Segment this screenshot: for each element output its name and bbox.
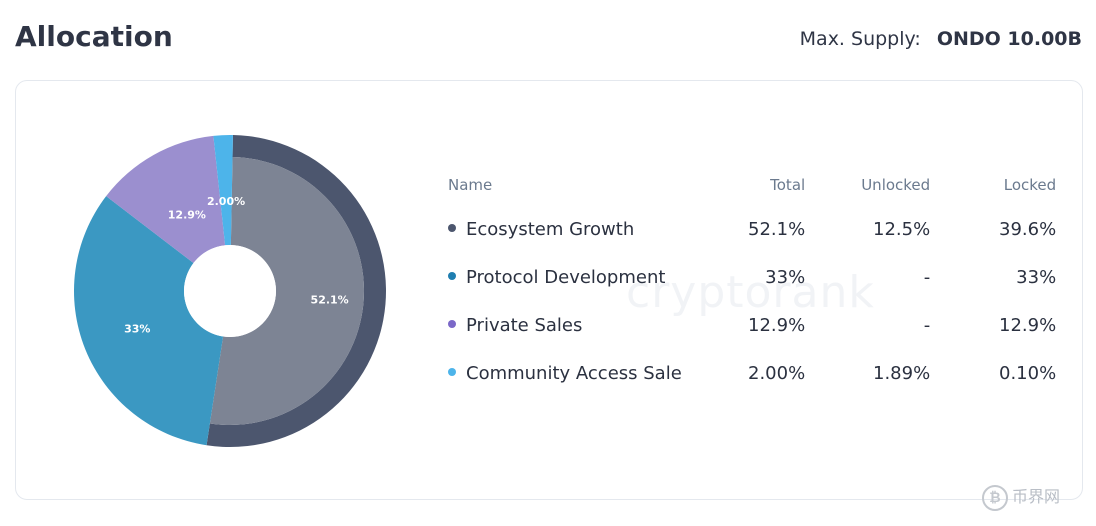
max-supply-label: Max. Supply: xyxy=(799,28,921,50)
row-name: Ecosystem Growth xyxy=(466,218,635,240)
row-locked: 33% xyxy=(1016,266,1057,288)
row-name: Protocol Development xyxy=(466,266,666,288)
slice-community-access-sale[interactable] xyxy=(213,135,233,246)
slice-ecosystem-growth-outer-ring[interactable] xyxy=(206,135,387,447)
allocation-table: Name Total Unlocked Locked Ecosystem Gro… xyxy=(446,165,1056,397)
allocation-card: cryptorank 52.1% 33% 12.9% 2.00% Name Total… xyxy=(15,80,1083,500)
slice-label-ecosystem-growth: 52.1% xyxy=(311,293,349,306)
header-name: Name xyxy=(448,176,493,194)
row-total: 2.00% xyxy=(748,362,806,384)
row-total: 12.9% xyxy=(748,314,806,336)
table-row[interactable]: Ecosystem Growth 52.1% 12.5% 39.6% xyxy=(446,205,1056,253)
legend-dot xyxy=(448,271,456,280)
slice-label-protocol-development: 33% xyxy=(124,322,150,335)
header-locked: Locked xyxy=(1003,176,1057,194)
row-name-cell: Community Access Sale xyxy=(446,349,748,397)
row-locked: 12.9% xyxy=(999,314,1057,336)
row-unlocked: 1.89% xyxy=(873,362,931,384)
legend-dot xyxy=(448,223,456,232)
row-total: 33% xyxy=(765,266,806,288)
max-supply-value: ONDO 10.00B xyxy=(936,28,1082,50)
site-logo: ₿ 币界网 xyxy=(982,483,1060,511)
header-total: Total xyxy=(770,176,806,194)
slice-label-community-access-sale: 2.00% xyxy=(207,195,245,208)
row-unlocked: - xyxy=(923,314,931,336)
site-logo-text: 币界网 xyxy=(1012,487,1061,506)
row-total: 52.1% xyxy=(748,218,806,240)
row-name: Private Sales xyxy=(466,314,583,336)
row-locked: 0.10% xyxy=(999,362,1057,384)
slice-label-private-sales: 12.9% xyxy=(168,208,206,221)
table-row[interactable]: Community Access Sale 2.00% 1.89% 0.10% xyxy=(446,349,1056,397)
row-locked: 39.6% xyxy=(999,218,1057,240)
row-unlocked: - xyxy=(923,266,931,288)
slice-private-sales[interactable] xyxy=(106,135,226,264)
legend-dot xyxy=(448,319,456,328)
table-header-row: Name Total Unlocked Locked xyxy=(446,165,1056,205)
legend-dot xyxy=(448,367,456,376)
row-name-cell: Ecosystem Growth xyxy=(446,205,748,253)
allocation-pie-chart[interactable]: 52.1% 33% 12.9%2.00% xyxy=(72,133,388,449)
donut-hole xyxy=(184,245,276,337)
slice-protocol-development[interactable] xyxy=(73,196,224,446)
row-unlocked: 12.5% xyxy=(873,218,931,240)
bitcoin-icon: ₿ xyxy=(982,484,1008,511)
slice-ecosystem-growth[interactable] xyxy=(209,157,364,426)
row-name-cell: Protocol Development xyxy=(446,253,748,301)
table-row[interactable]: Protocol Development 33% - 33% xyxy=(446,253,1056,301)
row-name-cell: Private Sales xyxy=(446,301,748,349)
watermark: cryptorank xyxy=(626,267,875,318)
page-title: Allocation xyxy=(15,20,173,53)
row-name: Community Access Sale xyxy=(466,362,682,384)
table-row[interactable]: Private Sales 12.9% - 12.9% xyxy=(446,301,1056,349)
header-unlocked: Unlocked xyxy=(861,176,931,194)
max-supply: Max. Supply: ONDO 10.00B xyxy=(800,28,1082,50)
